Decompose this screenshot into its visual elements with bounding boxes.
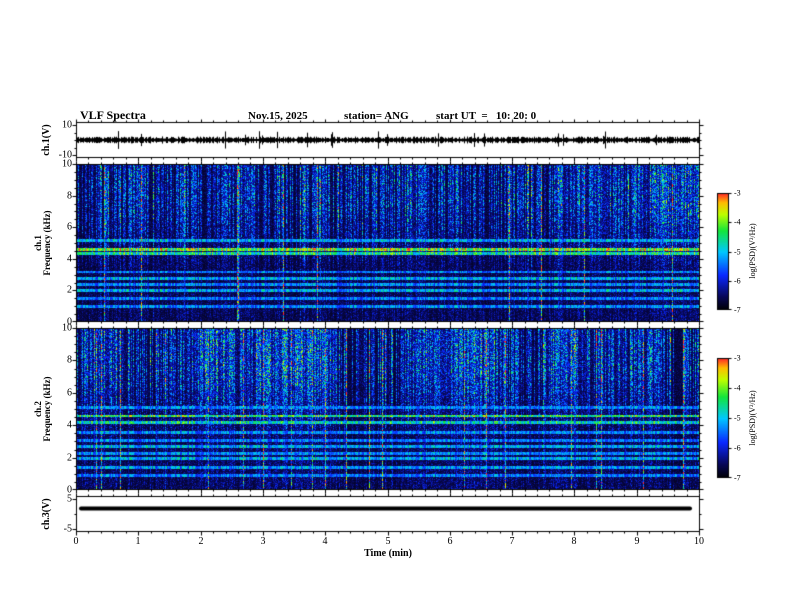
ch1-frequency-tick-label: 6 <box>67 221 72 233</box>
ch1-frequency-tick-label: 4 <box>67 253 72 265</box>
colorbar-tick-label: -6 <box>734 443 741 453</box>
ch1-frequency-axis-label: ch.1 Frequency (kHz) <box>33 210 52 276</box>
colorbar-tick-label: -3 <box>734 188 741 198</box>
x-tick-label: 2 <box>198 536 204 547</box>
station-label: station= ANG <box>344 110 409 122</box>
ch2-frequency-tick-label: 8 <box>67 354 72 366</box>
start-ut-label: start UT = 10: 20: 0 <box>436 110 537 122</box>
colorbar-tick-label: -6 <box>734 276 741 286</box>
x-tick-label: 4 <box>322 536 328 547</box>
ch1-voltage-tick-label: 10 <box>62 119 72 131</box>
x-axis-label: Time (min) <box>364 548 412 559</box>
colorbar-tick-label: -4 <box>734 217 741 227</box>
x-tick-label: 10 <box>694 536 704 547</box>
x-tick-label: 9 <box>634 536 640 547</box>
ch3-voltage-tick-label: -5 <box>63 523 72 535</box>
colorbar-tick-label: -5 <box>734 247 741 257</box>
ch2-frequency-tick-label: 4 <box>67 419 72 431</box>
x-tick-label: 5 <box>385 536 391 547</box>
ch2-frequency-axis-label-unit: Frequency (kHz) <box>42 376 52 442</box>
ch2-frequency-tick-label: 0 <box>67 484 72 496</box>
x-tick-label: 0 <box>73 536 79 547</box>
ch1-frequency-tick-label: 0 <box>67 316 72 328</box>
ch2-frequency-tick-label: 6 <box>67 387 72 399</box>
colorbar2-label: log(PSD)(V²/Hz) <box>748 390 757 446</box>
ch1-frequency-axis-label-unit: Frequency (kHz) <box>42 210 52 276</box>
colorbar-tick-label: -3 <box>734 353 741 363</box>
colorbar-tick-label: -4 <box>734 383 741 393</box>
figure-title: VLF Spectra <box>80 108 146 122</box>
date-label: Nov.15, 2025 <box>248 110 308 122</box>
x-tick-label: 8 <box>571 536 577 547</box>
ch2-frequency-axis-label: ch.2 Frequency (kHz) <box>33 376 52 442</box>
colorbar-tick-label: -7 <box>734 305 741 315</box>
colorbar1-label: log(PSD)(V²/Hz) <box>748 223 757 279</box>
x-tick-label: 3 <box>260 536 266 547</box>
ch2-frequency-tick-label: 10 <box>62 322 72 334</box>
ch1-frequency-tick-label: 2 <box>67 284 72 296</box>
ch2-frequency-tick-label: 2 <box>67 452 72 464</box>
x-tick-label: 1 <box>135 536 141 547</box>
ch1-frequency-tick-label: 8 <box>67 190 72 202</box>
ch1-voltage-tick-label: -10 <box>58 149 72 161</box>
x-tick-label: 7 <box>509 536 515 547</box>
ch1-frequency-tick-label: 10 <box>62 158 72 170</box>
x-tick-label: 6 <box>447 536 453 547</box>
ch3-voltage-tick-label: 5 <box>67 493 72 505</box>
colorbar-tick-label: -5 <box>734 413 741 423</box>
colorbar-tick-label: -7 <box>734 473 741 483</box>
